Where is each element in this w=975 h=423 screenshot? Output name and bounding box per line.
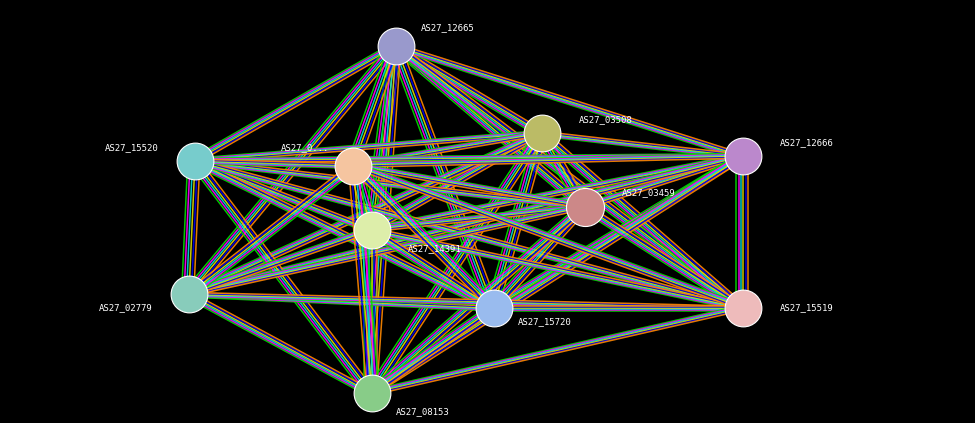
Text: AS27_0...: AS27_0... — [281, 143, 330, 151]
Text: AS27_02779: AS27_02779 — [98, 304, 152, 313]
Text: AS27_14391: AS27_14391 — [409, 244, 462, 253]
Point — [486, 305, 501, 311]
Text: AS27_15520: AS27_15520 — [104, 143, 159, 151]
Text: AS27_08153: AS27_08153 — [396, 407, 449, 416]
Point — [577, 203, 593, 210]
Point — [364, 226, 379, 233]
Point — [735, 305, 751, 311]
Point — [388, 43, 404, 49]
Text: AS27_15720: AS27_15720 — [518, 317, 571, 327]
Text: AS27_12666: AS27_12666 — [780, 138, 834, 147]
Text: AS27_03459: AS27_03459 — [622, 189, 676, 198]
Text: AS27_15519: AS27_15519 — [780, 304, 834, 313]
Point — [534, 130, 550, 137]
Point — [187, 157, 203, 164]
Point — [364, 390, 379, 396]
Text: AS27_03508: AS27_03508 — [579, 115, 633, 124]
Point — [181, 291, 197, 298]
Point — [345, 162, 361, 169]
Text: AS27_12665: AS27_12665 — [420, 23, 474, 32]
Point — [735, 153, 751, 160]
